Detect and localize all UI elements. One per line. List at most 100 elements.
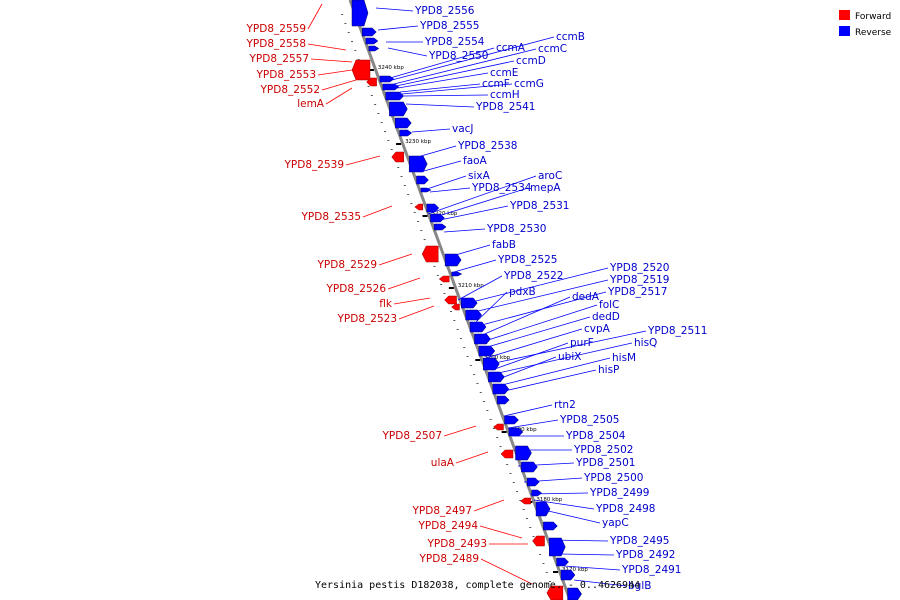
forward-gene-label: YPD8_2529: [317, 259, 377, 271]
reverse-leader-line: [405, 103, 475, 108]
tick-dot: [407, 194, 410, 195]
forward-gene: [532, 535, 545, 547]
reverse-gene-label: YPD8_2499: [589, 487, 649, 499]
tick-dot: [384, 131, 387, 132]
tick-label: 3240 kbp: [378, 65, 404, 71]
tick-dot: [489, 419, 492, 420]
reverse-gene: [521, 461, 538, 473]
forward-gene: [500, 449, 514, 459]
reverse-leader-line: [457, 275, 503, 301]
reverse-gene-label: YPD8_2541: [475, 101, 535, 113]
reverse-gene-label: aroC: [538, 170, 562, 182]
label-leaders: [307, 3, 647, 587]
forward-leader-line: [393, 297, 431, 305]
reverse-gene-label: YPD8_2520: [609, 262, 669, 274]
reverse-leader-line: [517, 462, 575, 467]
reverse-leader-line: [443, 228, 486, 233]
tick-dot: [529, 527, 532, 528]
reverse-gene-label: hisQ: [634, 337, 657, 349]
tick-dot: [516, 491, 519, 492]
forward-gene-label: YPD8_2494: [418, 520, 479, 532]
reverse-gene: [368, 45, 380, 52]
tick-label: 3170 kbp: [562, 567, 588, 573]
reverse-gene-label: YPD8_2498: [595, 503, 655, 515]
reverse-leader-line: [473, 279, 609, 313]
reverse-leader-line: [495, 356, 557, 381]
reverse-gene-label: ccmE: [490, 67, 518, 79]
legend-reverse-label: Reverse: [855, 28, 892, 38]
reverse-gene: [567, 587, 582, 600]
tick-label: 3210 kbp: [458, 283, 484, 289]
tick-dot: [374, 104, 377, 105]
reverse-gene: [556, 557, 569, 567]
reverse-gene: [549, 537, 566, 557]
reverse-leader-line: [395, 60, 515, 87]
reverse-leader-line: [491, 342, 569, 371]
tick-dot: [525, 518, 528, 519]
reverse-leader-line: [451, 244, 491, 257]
reverse-gene: [488, 371, 505, 383]
reverse-gene: [451, 271, 463, 277]
tick-dot: [459, 338, 462, 339]
reverse-leader-line: [411, 128, 451, 133]
reverse-leader-line: [481, 304, 598, 343]
reverse-gene-label: YPD8_2517: [607, 286, 667, 298]
tick-dot: [492, 428, 495, 429]
tick-label: 3200 kbp: [484, 355, 510, 361]
reverse-leader-line: [393, 48, 537, 85]
reverse-leader-line: [559, 553, 615, 556]
reverse-gene-label: YPD8_2556: [414, 5, 475, 17]
reverse-leader-line: [479, 296, 571, 337]
tick-dot: [486, 410, 489, 411]
reverse-gene: [469, 321, 487, 333]
gene-blocks: [351, 0, 582, 600]
forward-gene: [493, 423, 504, 431]
reverse-gene-label: YPD8_2530: [486, 223, 546, 235]
reverse-gene: [515, 445, 532, 461]
tick-dot: [450, 311, 453, 312]
tick-dot: [479, 392, 482, 393]
forward-gene-label: YPD8_2557: [249, 53, 309, 65]
forward-gene-label: YPD8_2526: [326, 283, 387, 295]
reverse-leader-line: [533, 499, 595, 510]
reverse-gene-label: purF: [570, 337, 594, 349]
reverse-gene-label: YPD8_2531: [509, 200, 569, 212]
reverse-gene: [508, 427, 524, 437]
reverse-leader-line: [489, 330, 647, 365]
forward-leader-line: [455, 451, 489, 464]
tick-dot: [496, 437, 499, 438]
reverse-gene: [492, 383, 510, 395]
reverse-gene-label: YPD8_2522: [503, 270, 563, 282]
tick-dot: [390, 149, 393, 150]
reverse-leader-line: [573, 579, 627, 587]
forward-gene: [391, 151, 404, 163]
reverse-gene-label: YPD8_2495: [609, 535, 669, 547]
reverse-gene-label: YPD8_2534: [471, 182, 532, 194]
reverse-gene: [527, 477, 540, 487]
reverse-gene: [496, 395, 510, 405]
forward-gene-label: YPD8_2535: [301, 211, 361, 223]
reverse-gene-label: mepA: [530, 182, 561, 194]
reverse-gene-label: ubiX: [558, 351, 581, 363]
reverse-gene-label: YPD8_2538: [457, 140, 517, 152]
reverse-gene-label: hisM: [612, 352, 636, 364]
reverse-leader-line: [471, 267, 609, 303]
reverse-leader-line: [503, 404, 553, 417]
reverse-leader-line: [403, 94, 489, 97]
reverse-gene: [351, 0, 369, 27]
reverse-gene-label: YPD8_2525: [497, 254, 557, 266]
reverse-gene: [560, 569, 576, 581]
tick-dot: [380, 122, 383, 123]
forward-leader-line: [362, 205, 393, 218]
reverse-gene: [461, 297, 478, 309]
reverse-gene-label: vacJ: [452, 123, 474, 135]
forward-leader-line: [398, 305, 435, 320]
reverse-gene-label: pdxB: [509, 286, 536, 298]
reverse-leader-line: [397, 72, 489, 89]
reverse-leader-line: [507, 419, 559, 429]
reverse-leader-line: [529, 492, 589, 495]
legend: Forward Reverse: [839, 10, 892, 38]
legend-reverse-swatch: [839, 26, 850, 36]
genome-caption: Yersinia pestis D182038, complete genome…: [315, 580, 640, 591]
reverse-gene: [395, 117, 412, 129]
